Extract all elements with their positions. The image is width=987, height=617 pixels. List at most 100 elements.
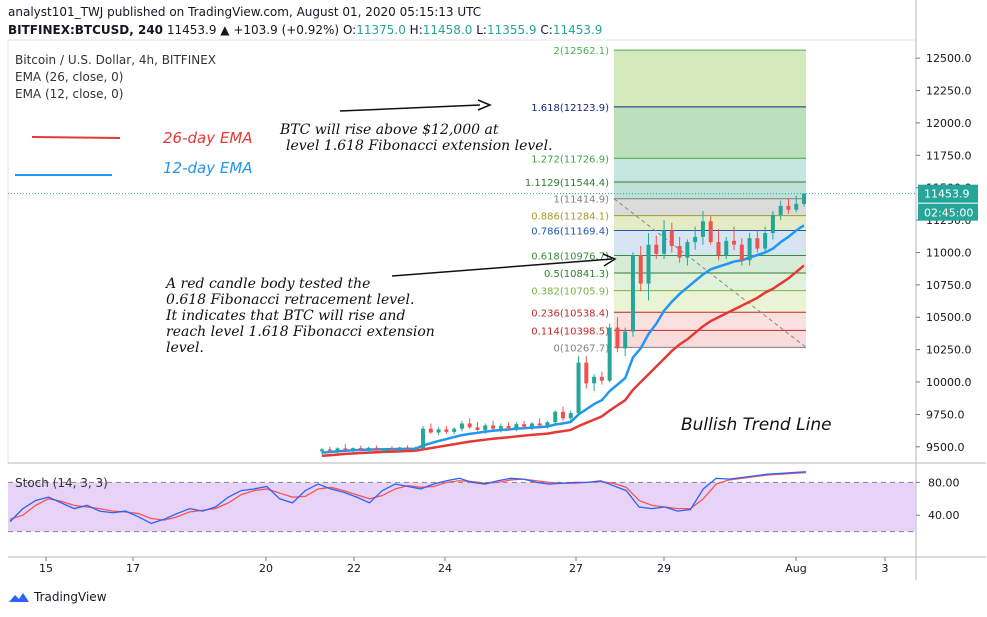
time-tick-label: 29 [657, 562, 671, 575]
annotation-mid-line4: reach level 1.618 Fibonacci extension [166, 324, 435, 340]
price-tick-label: 12000.0 [926, 117, 972, 130]
fib-zone [614, 50, 806, 107]
candle-body [374, 447, 379, 451]
candle-body [716, 242, 721, 256]
candle-body [444, 429, 449, 432]
price-tick-label: 10500.0 [926, 311, 972, 324]
candle-body [413, 448, 418, 450]
candle-body [421, 428, 426, 449]
candle-body [584, 362, 589, 384]
candle-body [498, 426, 503, 429]
candle-body [685, 242, 690, 258]
candle-body [561, 411, 565, 419]
publish-header: analyst101_TWJ published on TradingView.… [8, 5, 482, 19]
candle-body [794, 203, 799, 210]
countdown-badge [918, 203, 978, 221]
candle-body [592, 376, 597, 384]
ema12-legend[interactable]: EMA (12, close, 0) [15, 87, 124, 101]
candle-body [553, 411, 558, 423]
candle-body [389, 448, 394, 450]
fib-zone [614, 158, 806, 182]
annotation-mid-line2: 0.618 Fibonacci retracement level. [166, 292, 415, 308]
fib-level-label: 0.5(10841.3) [544, 269, 609, 280]
time-tick-label: 22 [347, 562, 361, 575]
tradingview-footer[interactable]: TradingView [8, 590, 107, 604]
annotation-top: BTC will rise above $12,000 at level 1.6… [280, 122, 553, 154]
change-value: 11453.9 ▲ +103.9 (+0.92%) [166, 23, 340, 37]
fib-level-label: 1.272(11726.9) [531, 154, 609, 165]
candle-body [802, 193, 806, 204]
candle-body [436, 429, 441, 433]
candle-body [327, 449, 332, 451]
fib-zone [614, 198, 806, 216]
candle-body [343, 448, 348, 451]
low-label: L: [476, 23, 487, 37]
candle-body [747, 238, 752, 261]
ema26-legend[interactable]: EMA (26, close, 0) [15, 70, 124, 84]
candle-body [646, 244, 651, 284]
fib-zone [614, 330, 806, 348]
candle-body [755, 238, 760, 249]
time-tick-label: Aug [785, 562, 806, 575]
price-tick-label: 12500.0 [926, 52, 972, 65]
tradingview-brand: TradingView [34, 590, 107, 604]
annotation-mid: A red candle body tested the 0.618 Fibon… [166, 276, 435, 356]
candle-body [654, 244, 659, 254]
candle-body [708, 221, 713, 243]
price-tick-label: 11000.0 [926, 246, 972, 259]
price-tick-label: 11750.0 [926, 149, 972, 162]
candle-body [786, 205, 791, 210]
last-price-text: 11453.9 [924, 188, 970, 201]
candle-body [459, 423, 464, 429]
arrow-mid-head [602, 253, 617, 267]
stoch-legend[interactable]: Stoch (14, 3, 3) [15, 476, 108, 490]
stoch-band [8, 482, 916, 532]
price-tick-label: 9500.0 [926, 441, 965, 454]
open-label: O: [342, 23, 357, 37]
high-value: 11458.0 [422, 23, 473, 37]
symbol-label: BITFINEX:BTCUSD, 240 [8, 23, 164, 37]
time-tick-label: 3 [882, 562, 889, 575]
fib-zone [614, 106, 806, 159]
candle-body [724, 240, 729, 256]
candle-body [669, 230, 674, 246]
fib-level-label: 0.114(10398.5) [531, 326, 609, 337]
close-value: 11453.9 [552, 23, 603, 37]
fib-level-label: 0.618(10976.7) [531, 251, 609, 262]
candle-body [537, 423, 542, 426]
candle-body [623, 331, 628, 349]
price-tick-label: 10750.0 [926, 279, 972, 292]
candle-body [335, 448, 340, 451]
fib-zone [614, 181, 806, 199]
annotation-mid-line5: level. [166, 340, 204, 356]
fib-level-label: 1(11414.9) [553, 195, 609, 206]
candle-body [452, 428, 457, 432]
candle-body [366, 447, 371, 450]
ohlc-header: BITFINEX:BTCUSD, 240 11453.9 ▲ +103.9 (+… [8, 23, 602, 37]
time-tick-label: 27 [569, 562, 583, 575]
candle-body [662, 230, 667, 254]
arrow-top [339, 104, 481, 112]
candle-body [522, 424, 527, 427]
candle-body [467, 423, 472, 428]
candle-body [529, 423, 534, 427]
candle-body [320, 449, 324, 452]
annotation-mid-line1: A red candle body tested the [166, 276, 371, 292]
candle-body [615, 327, 620, 349]
candle-body [607, 327, 612, 381]
candle-body [514, 424, 519, 429]
candle-body [630, 255, 635, 332]
annotation-mid-line3: It indicates that BTC will rise and [166, 308, 406, 324]
candle-body [428, 428, 433, 433]
low-value: 11355.9 [486, 23, 537, 37]
time-tick-label: 15 [39, 562, 53, 575]
open-value: 11375.0 [356, 23, 406, 37]
time-tick-label: 24 [438, 562, 452, 575]
price-tick-label: 10250.0 [926, 344, 972, 357]
candle-body [475, 427, 480, 430]
candle-body [382, 448, 387, 451]
instrument-title[interactable]: Bitcoin / U.S. Dollar, 4h, BITFINEX [15, 53, 217, 67]
fib-zone [614, 255, 806, 274]
candle-body [677, 245, 682, 258]
